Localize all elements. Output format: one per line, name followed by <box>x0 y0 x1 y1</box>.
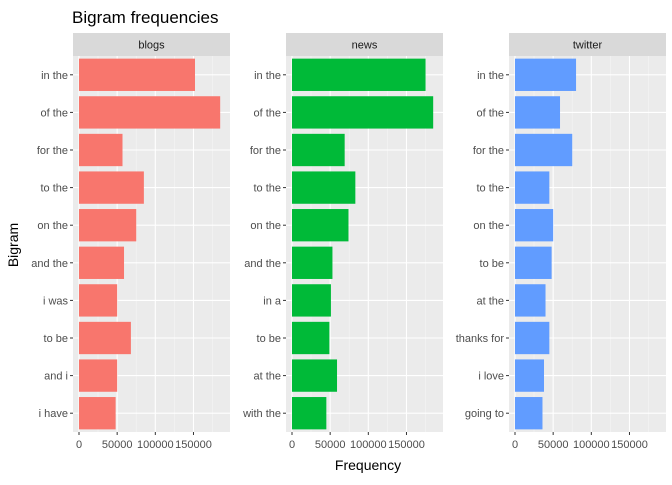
bar-blogs-for-the <box>79 133 123 167</box>
bar-twitter-in-the <box>515 58 577 91</box>
y-tick-label: to be <box>257 333 281 345</box>
bar-blogs-to-be <box>79 321 131 355</box>
bar-news-of-the <box>292 96 434 129</box>
bar-twitter-i-love <box>515 359 544 392</box>
y-tick-label: on the <box>473 220 504 232</box>
facet-twitter: twitter in the of the for the to the on the to… <box>456 33 666 451</box>
y-tick-label: at the <box>476 295 504 307</box>
y-tick-label: going to <box>465 408 504 420</box>
bar-news-for-the <box>292 133 345 167</box>
bar-blogs-of-the <box>79 96 221 129</box>
facet-strip-label: news <box>352 40 378 52</box>
bar-blogs-on-the <box>79 209 137 242</box>
facet-strip <box>509 33 666 56</box>
y-axis-title: Bigram <box>5 223 21 267</box>
bar-news-in-a <box>292 284 331 317</box>
bar-twitter-of-the <box>515 96 561 129</box>
x-tick-label: 150000 <box>175 439 212 451</box>
y-tick-label: and the <box>244 258 281 270</box>
y-tick-label: with the <box>242 408 281 420</box>
y-tick-label: of the <box>40 107 68 119</box>
bar-twitter-for-the <box>515 133 573 167</box>
x-tick-label: 0 <box>512 439 518 451</box>
x-tick-label: 0 <box>289 439 295 451</box>
y-tick-label: of the <box>476 107 504 119</box>
y-tick-label: thanks for <box>456 333 505 345</box>
bar-twitter-on-the <box>515 209 554 242</box>
x-tick-label: 50000 <box>315 439 346 451</box>
x-tick-label: 100000 <box>573 439 610 451</box>
y-tick-label: for the <box>473 145 504 157</box>
y-tick-label: at the <box>253 371 281 383</box>
x-tick-label: 0 <box>76 439 82 451</box>
bar-news-on-the <box>292 209 349 242</box>
x-tick-label: 100000 <box>350 439 387 451</box>
y-tick-label: of the <box>253 107 281 119</box>
y-tick-label: on the <box>37 220 68 232</box>
y-tick-label: on the <box>250 220 281 232</box>
chart-title: Bigram frequencies <box>72 8 218 27</box>
x-tick-label: 50000 <box>102 439 133 451</box>
x-tick-label: 150000 <box>388 439 425 451</box>
facet-strip <box>286 33 443 56</box>
x-tick-label: 150000 <box>611 439 648 451</box>
x-axis-title: Frequency <box>335 457 401 473</box>
y-tick-label: to be <box>480 258 504 270</box>
y-tick-label: in the <box>254 70 281 82</box>
y-tick-label: in the <box>477 70 504 82</box>
y-tick-label: to the <box>253 183 281 195</box>
facet-panels: blogs in the of the for the to the on the and … <box>31 33 666 451</box>
y-tick-label: to the <box>476 183 504 195</box>
facet-strip-label: blogs <box>138 40 165 52</box>
facet-strip-label: twitter <box>573 40 603 52</box>
facet-news: news in the of the for the to the on the and t… <box>242 33 443 451</box>
facet-strip <box>73 33 230 56</box>
bar-news-to-the <box>292 171 356 204</box>
y-tick-label: in the <box>41 70 68 82</box>
y-tick-label: to be <box>44 333 68 345</box>
y-tick-label: i have <box>39 408 68 420</box>
bar-blogs-and-i <box>79 359 118 392</box>
bar-blogs-i-was <box>79 284 118 317</box>
bar-news-to-be <box>292 321 330 355</box>
y-tick-label: and i <box>44 371 68 383</box>
bar-news-at-the <box>292 359 338 392</box>
y-tick-label: i was <box>43 295 69 307</box>
bar-blogs-to-the <box>79 171 144 204</box>
y-tick-label: i love <box>478 371 504 383</box>
bar-news-and-the <box>292 246 333 279</box>
y-tick-label: and the <box>31 258 68 270</box>
y-tick-label: for the <box>37 145 68 157</box>
bar-twitter-thanks-for <box>515 321 550 355</box>
y-tick-label: to the <box>40 183 68 195</box>
bar-blogs-i-have <box>79 397 116 430</box>
y-tick-label: in a <box>263 295 282 307</box>
y-tick-label: for the <box>250 145 281 157</box>
x-tick-label: 100000 <box>137 439 174 451</box>
bar-news-with-the <box>292 397 327 430</box>
bar-blogs-in-the <box>79 58 195 91</box>
bar-twitter-going-to <box>515 397 543 430</box>
bar-blogs-and-the <box>79 246 125 279</box>
bar-twitter-to-be <box>515 246 552 279</box>
bar-twitter-at-the <box>515 284 546 317</box>
bar-news-in-the <box>292 58 426 91</box>
facet-blogs: blogs in the of the for the to the on the and … <box>31 33 230 451</box>
x-tick-label: 50000 <box>538 439 569 451</box>
bar-twitter-to-the <box>515 171 550 204</box>
